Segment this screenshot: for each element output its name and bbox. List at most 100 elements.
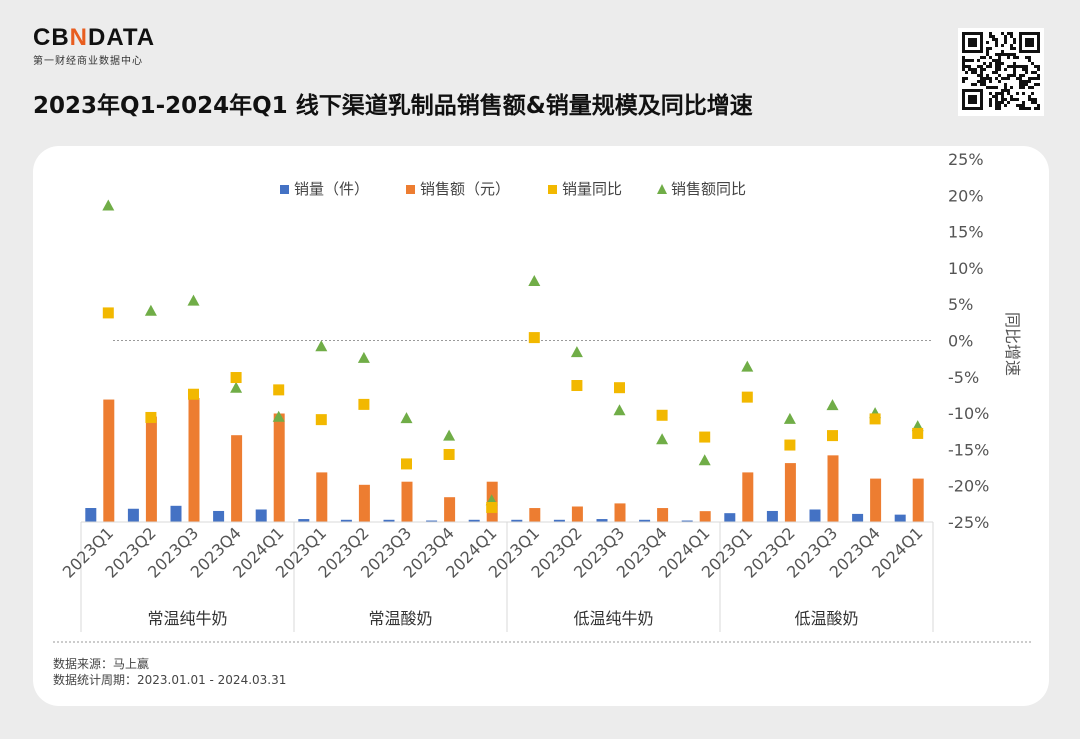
qr-module: [968, 65, 971, 68]
y2-tick-label: -15%: [948, 440, 989, 459]
legend-marker: [548, 185, 557, 194]
qr-module: [1022, 68, 1025, 71]
qr-module: [1022, 86, 1025, 89]
bar-volume: [85, 508, 97, 522]
qr-module: [980, 83, 983, 86]
point-sales-yoy: [272, 410, 285, 422]
qr-module: [971, 71, 974, 74]
qr-module: [1010, 74, 1013, 77]
point-sales-yoy: [826, 399, 839, 411]
qr-module: [968, 59, 971, 62]
brand-subtitle: 第一财经商业数据中心: [33, 56, 143, 67]
y2-tick-label: -20%: [948, 477, 989, 496]
qr-module: [1037, 65, 1040, 68]
qr-module: [1007, 53, 1010, 56]
qr-module: [995, 71, 998, 74]
qr-module: [968, 68, 971, 71]
qr-module: [1001, 98, 1004, 101]
qr-module: [1022, 65, 1025, 68]
bar-sales: [358, 484, 370, 522]
qr-module: [998, 59, 1001, 62]
bar-volume: [213, 510, 225, 522]
qr-module: [1019, 107, 1022, 110]
qr-module: [995, 86, 998, 89]
point-sales-yoy: [230, 381, 243, 393]
qr-module: [986, 41, 989, 44]
qr-module: [1004, 83, 1007, 86]
bar-sales: [827, 455, 839, 522]
bar-sales: [316, 472, 328, 522]
point-sales-yoy: [443, 429, 456, 441]
point-volume-yoy: [571, 380, 583, 392]
qr-module: [1034, 77, 1037, 80]
qr-module: [1028, 77, 1031, 80]
qr-module: [1034, 71, 1037, 74]
qr-module: [1016, 92, 1019, 95]
qr-module: [1025, 71, 1028, 74]
bar-volume: [894, 514, 906, 522]
qr-module: [992, 35, 995, 38]
qr-module: [1028, 56, 1031, 59]
qr-module: [1001, 95, 1004, 98]
qr-module: [995, 41, 998, 44]
qr-module: [980, 65, 983, 68]
bar-sales: [444, 497, 456, 522]
qr-module: [1004, 41, 1007, 44]
chart-card: 25% 20% 15% 10% 5% 0% -5% -10% -15% -20% -25% 同比增速 2…: [33, 146, 1049, 706]
point-sales-yoy: [187, 294, 200, 306]
qr-module: [974, 71, 977, 74]
y2-tick-label: -5%: [948, 368, 979, 387]
bar-sales: [103, 399, 115, 522]
qr-module: [1013, 71, 1016, 74]
qr-module: [998, 53, 1001, 56]
qr-finder-core: [968, 95, 977, 104]
qr-module: [1022, 74, 1025, 77]
bar-volume: [596, 519, 608, 522]
qr-module: [995, 68, 998, 71]
bar-volume: [340, 519, 352, 522]
bar-sales: [784, 463, 796, 522]
qr-module: [974, 83, 977, 86]
qr-module: [1037, 74, 1040, 77]
point-sales-yoy: [102, 199, 115, 211]
qr-module: [1019, 74, 1022, 77]
bar-sales: [401, 481, 413, 522]
point-volume-yoy: [656, 409, 668, 421]
group-label: 低温酸奶: [794, 609, 858, 628]
qr-module: [986, 77, 989, 80]
qr-module: [1010, 95, 1013, 98]
qr-module: [980, 77, 983, 80]
y2-tick-label: 25%: [948, 150, 984, 169]
bar-sales: [614, 503, 626, 522]
qr-module: [1037, 77, 1040, 80]
qr-module: [962, 62, 965, 65]
legend-marker: [280, 185, 289, 194]
qr-module: [1019, 83, 1022, 86]
qr-finder-core: [968, 38, 977, 47]
qr-code-icon: [958, 28, 1044, 116]
qr-module: [989, 98, 992, 101]
qr-module: [989, 104, 992, 107]
y2-tick-label: 10%: [948, 259, 984, 278]
qr-module: [998, 56, 1001, 59]
qr-module: [998, 92, 1001, 95]
qr-module: [995, 53, 998, 56]
qr-module: [977, 59, 980, 62]
qr-module: [995, 65, 998, 68]
qr-module: [998, 74, 1001, 77]
qr-module: [1016, 98, 1019, 101]
qr-module: [1004, 89, 1007, 92]
qr-module: [980, 80, 983, 83]
brand-wordmark: CBNDATA: [33, 26, 155, 50]
qr-module: [971, 68, 974, 71]
qr-module: [1031, 86, 1034, 89]
qr-module: [998, 62, 1001, 65]
point-volume-yoy: [145, 411, 157, 423]
qr-module: [1010, 86, 1013, 89]
point-volume-yoy: [614, 382, 625, 394]
point-sales-yoy: [357, 351, 370, 363]
bar-volume: [809, 509, 821, 522]
qr-module: [989, 101, 992, 104]
qr-module: [1010, 47, 1013, 50]
brand-name-pre: CB: [33, 24, 70, 51]
